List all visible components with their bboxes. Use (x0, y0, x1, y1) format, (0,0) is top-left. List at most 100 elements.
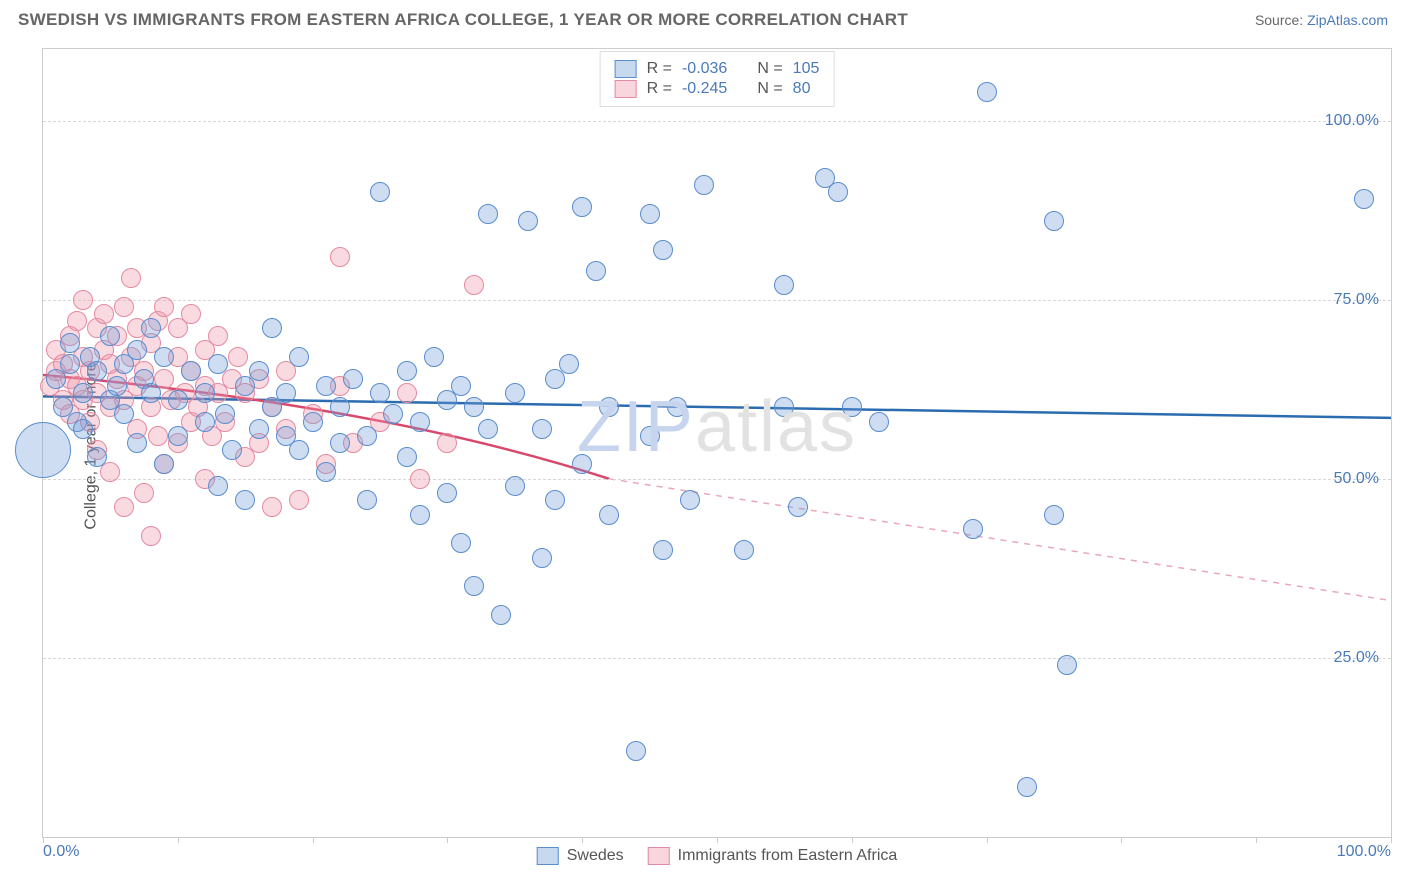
data-point (208, 476, 228, 496)
data-point (370, 182, 390, 202)
data-point (195, 383, 215, 403)
x-tick-label: 0.0% (43, 843, 79, 861)
data-point (208, 354, 228, 374)
x-tick-mark (852, 837, 853, 843)
data-point (330, 247, 350, 267)
data-point (235, 490, 255, 510)
data-point (464, 576, 484, 596)
chart-source: Source: ZipAtlas.com (1255, 12, 1388, 28)
data-point (181, 361, 201, 381)
data-point (599, 505, 619, 525)
legend-item: Immigrants from Eastern Africa (648, 847, 898, 865)
data-point (67, 311, 87, 331)
y-tick-label: 100.0% (1325, 112, 1379, 130)
data-point (249, 361, 269, 381)
data-point (141, 318, 161, 338)
data-point (586, 261, 606, 281)
n-value: 105 (793, 60, 820, 78)
data-point (572, 197, 592, 217)
data-point (114, 297, 134, 317)
legend-swatch (537, 847, 559, 865)
data-point (505, 383, 525, 403)
data-point (397, 447, 417, 467)
data-point (559, 354, 579, 374)
data-point (1044, 505, 1064, 525)
r-value: -0.036 (682, 60, 727, 78)
x-tick-mark (447, 837, 448, 843)
data-point (464, 397, 484, 417)
data-point (626, 741, 646, 761)
data-point (181, 304, 201, 324)
data-point (532, 548, 552, 568)
data-point (289, 440, 309, 460)
data-point (774, 397, 794, 417)
legend-item: Swedes (537, 847, 624, 865)
data-point (464, 275, 484, 295)
data-point (330, 433, 350, 453)
data-point (977, 82, 997, 102)
r-label: R = (647, 60, 672, 78)
data-point (357, 426, 377, 446)
data-point (410, 469, 430, 489)
gridline (43, 300, 1391, 301)
data-point (195, 412, 215, 432)
legend-swatch (615, 60, 637, 78)
data-point (73, 383, 93, 403)
data-point (121, 268, 141, 288)
data-point (249, 419, 269, 439)
gridline (43, 121, 1391, 122)
data-point (289, 490, 309, 510)
data-point (680, 490, 700, 510)
data-point (410, 412, 430, 432)
legend-row: R = -0.036 N = 105 (615, 60, 820, 78)
data-point (100, 326, 120, 346)
data-point (114, 497, 134, 517)
data-point (168, 426, 188, 446)
data-point (343, 369, 363, 389)
data-point (397, 383, 417, 403)
x-tick-mark (582, 837, 583, 843)
n-label: N = (757, 60, 782, 78)
legend-swatch (648, 847, 670, 865)
legend-swatch (615, 80, 637, 98)
data-point (1044, 211, 1064, 231)
data-point (1057, 655, 1077, 675)
y-tick-label: 25.0% (1334, 649, 1379, 667)
x-tick-mark (987, 837, 988, 843)
data-point (491, 605, 511, 625)
data-point (316, 376, 336, 396)
data-point (788, 497, 808, 517)
data-point (15, 422, 71, 478)
r-value: -0.245 (682, 80, 727, 98)
x-tick-mark (1391, 837, 1392, 843)
source-link[interactable]: ZipAtlas.com (1307, 12, 1388, 28)
data-point (963, 519, 983, 539)
data-point (316, 462, 336, 482)
data-point (154, 454, 174, 474)
data-point (357, 490, 377, 510)
data-point (1017, 777, 1037, 797)
data-point (437, 433, 457, 453)
watermark: ZIPatlas (577, 386, 857, 468)
data-point (734, 540, 754, 560)
data-point (842, 397, 862, 417)
data-point (208, 326, 228, 346)
data-point (572, 454, 592, 474)
data-point (451, 376, 471, 396)
correlation-legend: R = -0.036 N = 105 R = -0.245 N = 80 (600, 51, 835, 107)
data-point (545, 490, 565, 510)
gridline (43, 479, 1391, 480)
data-point (262, 497, 282, 517)
data-point (667, 397, 687, 417)
data-point (114, 404, 134, 424)
data-point (303, 412, 323, 432)
n-label: N = (757, 80, 782, 98)
data-point (518, 211, 538, 231)
data-point (127, 340, 147, 360)
data-point (141, 526, 161, 546)
data-point (599, 397, 619, 417)
data-point (397, 361, 417, 381)
data-point (154, 297, 174, 317)
scatter-chart: ZIPatlas R = -0.036 N = 105 R = -0.245 N… (42, 48, 1392, 838)
data-point (869, 412, 889, 432)
